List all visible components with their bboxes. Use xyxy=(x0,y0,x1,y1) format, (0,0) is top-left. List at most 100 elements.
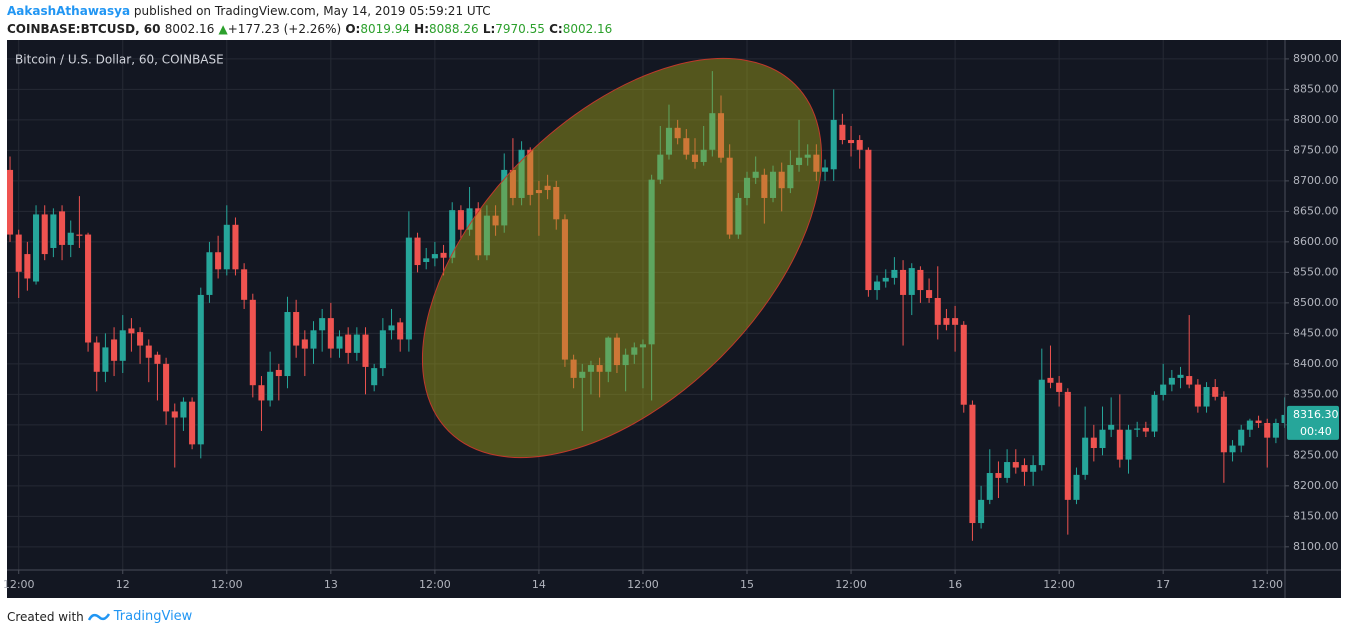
y-tick-label: 8600.00 xyxy=(1293,235,1339,248)
candle-body xyxy=(171,411,178,418)
candle-body xyxy=(804,154,811,158)
x-tick-label: 12:00 xyxy=(211,578,243,591)
candle-body xyxy=(241,269,248,300)
footer: Created with TradingView xyxy=(7,609,192,624)
author[interactable]: AakashAthawasya xyxy=(7,4,131,18)
candle-body xyxy=(553,186,560,220)
candle-body xyxy=(839,124,846,141)
candle-body xyxy=(457,210,464,230)
y-tick-label: 8400.00 xyxy=(1293,357,1339,370)
chart-background xyxy=(7,40,1341,598)
candle-body xyxy=(50,214,57,248)
candle-body xyxy=(691,154,699,162)
candle-body xyxy=(778,171,785,189)
candle-body xyxy=(466,208,473,230)
candle-body xyxy=(223,224,230,270)
candle-body xyxy=(657,154,664,180)
candle-body xyxy=(197,294,204,445)
candle-body xyxy=(232,224,239,270)
candle-body xyxy=(1229,445,1236,453)
close-label: C: xyxy=(549,22,563,36)
candle-body xyxy=(1177,374,1184,378)
brand[interactable]: TradingView xyxy=(113,609,193,624)
candle-body xyxy=(206,252,213,295)
candle-body xyxy=(301,339,308,349)
candle-body xyxy=(76,234,83,236)
created-with: Created with xyxy=(7,609,84,624)
candle-body xyxy=(535,190,542,194)
candle-body xyxy=(137,332,144,346)
y-tick-label: 8750.00 xyxy=(1293,143,1339,156)
y-tick-label: 8150.00 xyxy=(1293,509,1339,522)
y-tick-label: 8500.00 xyxy=(1293,296,1339,309)
candle-body xyxy=(1151,394,1158,432)
y-tick-label: 8550.00 xyxy=(1293,265,1339,278)
candle-body xyxy=(1056,382,1063,392)
y-tick-label: 8850.00 xyxy=(1293,82,1339,95)
candle-body xyxy=(284,312,291,377)
y-tick-label: 8450.00 xyxy=(1293,326,1339,339)
candle-body xyxy=(665,127,673,155)
last-price-label: 8316.30 xyxy=(1293,408,1339,421)
candle-body xyxy=(85,234,92,343)
arrow: ▲ xyxy=(218,22,228,36)
candle-body xyxy=(700,149,707,162)
candle-body xyxy=(1168,377,1175,385)
candle-body xyxy=(822,167,829,172)
x-tick-label: 13 xyxy=(324,578,338,591)
candle-body xyxy=(1125,429,1132,460)
candle-body xyxy=(267,371,274,401)
candle-body xyxy=(111,339,118,361)
y-tick-label: 8700.00 xyxy=(1293,174,1339,187)
candle-body xyxy=(336,336,343,349)
x-tick-label: 12:00 xyxy=(1043,578,1075,591)
candle-body xyxy=(327,318,334,349)
y-tick-label: 8350.00 xyxy=(1293,387,1339,400)
y-tick-label: 8250.00 xyxy=(1293,448,1339,461)
candle-body xyxy=(544,185,551,191)
candle-body xyxy=(1038,379,1045,466)
x-tick-label: 12:00 xyxy=(3,578,35,591)
candle-body xyxy=(258,385,265,401)
candle-body xyxy=(423,258,430,263)
candle-body xyxy=(483,215,490,256)
candle-body xyxy=(145,345,152,358)
y-tick-label: 8900.00 xyxy=(1293,52,1339,65)
candle-body xyxy=(986,473,993,500)
candle-body xyxy=(180,401,187,418)
candle-body xyxy=(1281,414,1285,424)
close: 8002.16 xyxy=(562,22,613,36)
y-tick-label: 8800.00 xyxy=(1293,113,1339,126)
candle-body xyxy=(1134,428,1141,430)
candle-body xyxy=(1212,387,1219,397)
x-tick-label: 12:00 xyxy=(1251,578,1283,591)
candle-body xyxy=(7,169,14,235)
candle-body xyxy=(1194,384,1201,407)
candle-body xyxy=(440,252,447,258)
candle-body xyxy=(371,368,378,386)
brand-logo xyxy=(87,612,110,621)
candle-body xyxy=(1246,420,1253,430)
x-tick-label: 16 xyxy=(948,578,962,591)
candle-body xyxy=(579,371,586,378)
candle-body xyxy=(345,334,352,353)
candle-body xyxy=(570,359,577,378)
candle-body xyxy=(874,281,881,291)
candle-body xyxy=(397,322,404,340)
candle-body xyxy=(475,208,482,256)
candle-body xyxy=(683,138,690,155)
candle-body xyxy=(926,290,933,298)
y-tick-label: 8200.00 xyxy=(1293,479,1339,492)
candle-body xyxy=(353,334,360,353)
candle-body xyxy=(1108,424,1115,430)
candle-body xyxy=(726,157,733,235)
candle-body xyxy=(189,401,196,445)
low-label: L: xyxy=(482,22,496,36)
chart: 8100.008150.008200.008250.008300.008350.… xyxy=(3,40,1341,598)
candle-body xyxy=(1021,465,1028,472)
candle-body xyxy=(319,318,326,331)
candle-body xyxy=(787,165,794,189)
grid xyxy=(7,40,1285,570)
candle-body xyxy=(501,169,508,226)
